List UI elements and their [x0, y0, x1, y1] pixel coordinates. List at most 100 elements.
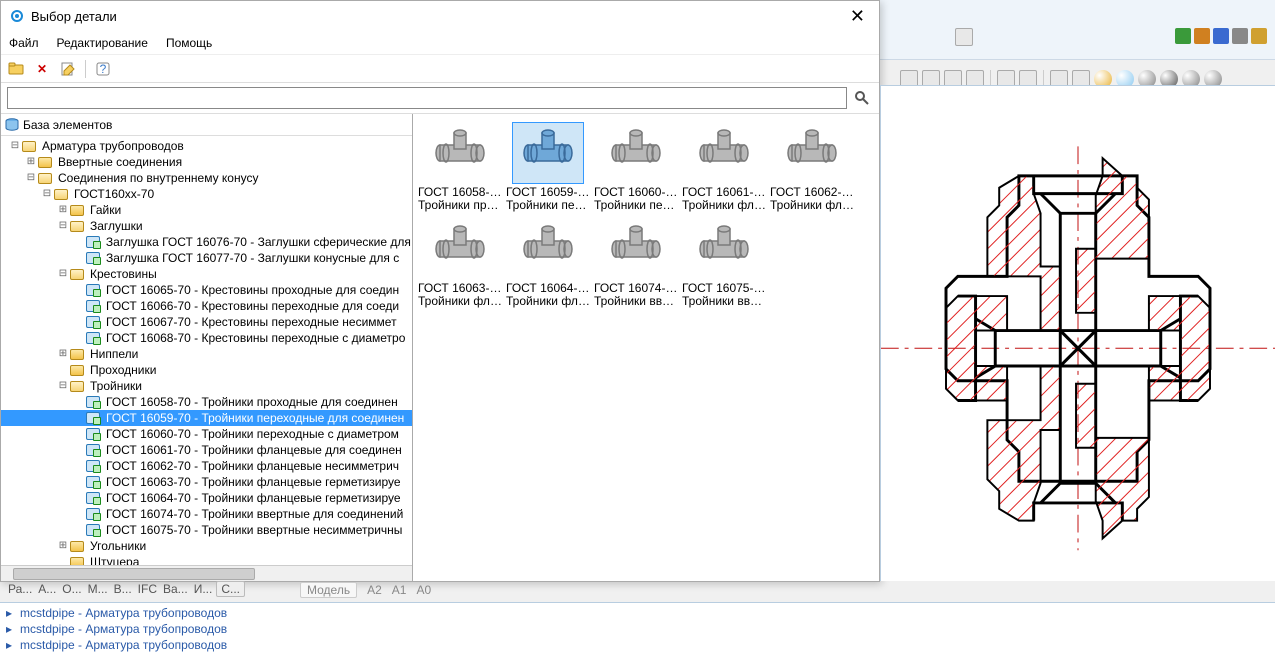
sheet-model[interactable]: Модель [300, 582, 357, 598]
tree-item-label: Штуцера [88, 554, 141, 565]
edit-icon[interactable] [59, 60, 77, 78]
tree-item-label: ГОСТ 16066-70 - Крестовины переходные дл… [104, 298, 401, 314]
menu-help[interactable]: Помощь [166, 36, 212, 50]
expander-icon[interactable]: ⊞ [25, 154, 37, 170]
search-input[interactable] [7, 87, 847, 109]
expander-icon[interactable]: ⊟ [57, 266, 69, 282]
expander-icon[interactable]: ⊟ [9, 138, 21, 154]
bottom-tab[interactable]: М... [86, 582, 110, 596]
bg-mini-icon[interactable] [1251, 28, 1267, 44]
bottom-tab[interactable]: В... [112, 582, 134, 596]
menu-edit[interactable]: Редактирование [57, 36, 148, 50]
expander-icon[interactable]: ⊞ [57, 346, 69, 362]
folder-icon [21, 139, 37, 153]
tree-item-label: ГОСТ 16074-70 - Тройники ввертные для со… [104, 506, 405, 522]
tree-part-item[interactable]: Заглушка ГОСТ 16076-70 - Заглушки сферич… [1, 234, 412, 250]
tree-part-item[interactable]: ГОСТ 16062-70 - Тройники фланцевые несим… [1, 458, 412, 474]
tree-part-item[interactable]: Заглушка ГОСТ 16077-70 - Заглушки конусн… [1, 250, 412, 266]
sheet-a1[interactable]: А1 [392, 583, 407, 597]
thumbnail-item[interactable]: ГОСТ 16062-70 -Тройники фла... [769, 122, 855, 212]
sheet-a0[interactable]: А0 [416, 583, 431, 597]
thumbnail-label: ГОСТ 16074-70 -Тройники вве... [594, 282, 678, 308]
help-icon[interactable]: ? [94, 60, 112, 78]
tree-part-item[interactable]: ГОСТ 16067-70 - Крестовины переходные не… [1, 314, 412, 330]
thumbnail-item[interactable]: ГОСТ 16074-70 -Тройники вве... [593, 218, 679, 308]
tree-part-item[interactable]: ГОСТ 16060-70 - Тройники переходные с ди… [1, 426, 412, 442]
search-button[interactable] [851, 87, 873, 109]
thumbnail-item[interactable]: ГОСТ 16064-70 -Тройники фла... [505, 218, 591, 308]
bottom-tab[interactable]: IFC [136, 582, 159, 596]
tree-item-label: Заглушки [88, 218, 145, 234]
bottom-tabs[interactable]: Ра...А...О...М...В...IFCВа...И...С... [0, 580, 251, 598]
tree-part-item[interactable]: ГОСТ 16075-70 - Тройники ввертные несимм… [1, 522, 412, 538]
tree-item-label: ГОСТ 16063-70 - Тройники фланцевые герме… [104, 474, 403, 490]
bg-tool-icon[interactable] [955, 28, 973, 46]
expander-icon[interactable]: ⊟ [25, 170, 37, 186]
bottom-tab[interactable]: Ва... [161, 582, 190, 596]
database-icon [5, 118, 19, 132]
part-icon [85, 427, 101, 441]
part-icon [85, 411, 101, 425]
tree-part-item[interactable]: ГОСТ 16074-70 - Тройники ввертные для со… [1, 506, 412, 522]
thumbnail-item[interactable]: ГОСТ 16063-70 -Тройники фла... [417, 218, 503, 308]
search-row [1, 83, 879, 113]
tree-part-item[interactable]: ГОСТ 16063-70 - Тройники фланцевые герме… [1, 474, 412, 490]
expander-icon[interactable]: ⊟ [41, 186, 53, 202]
tree-folder-item[interactable]: ⊟Соединения по внутреннему конусу [1, 170, 412, 186]
bottom-tab-active[interactable]: С... [216, 581, 245, 597]
tree-folder-item[interactable]: Проходники [1, 362, 412, 378]
thumbnail-item[interactable]: ГОСТ 16058-70 -Тройники про... [417, 122, 503, 212]
folder-icon[interactable] [7, 60, 25, 78]
expander-icon[interactable]: ⊞ [57, 538, 69, 554]
thumbnail-item[interactable]: ГОСТ 16075-70 -Тройники вве... [681, 218, 767, 308]
tree-folder-item[interactable]: ⊟Тройники [1, 378, 412, 394]
sheet-a2[interactable]: А2 [367, 583, 382, 597]
tree-folder-item[interactable]: ⊟ Заглушки [1, 218, 412, 234]
tree-item-label: ГОСТ 16059-70 - Тройники переходные для … [104, 410, 406, 426]
menu-file[interactable]: Файл [9, 36, 39, 50]
tree-part-item[interactable]: ГОСТ 16068-70 - Крестовины переходные с … [1, 330, 412, 346]
expander-icon[interactable]: ⊟ [57, 378, 69, 394]
thumbnail-item[interactable]: ГОСТ 16061-70 -Тройники фла... [681, 122, 767, 212]
bottom-tab[interactable]: И... [192, 582, 215, 596]
tree-folder-item[interactable]: ⊞Угольники [1, 538, 412, 554]
expander-icon[interactable]: ⊞ [57, 202, 69, 218]
tree-folder-item[interactable]: ⊞Гайки [1, 202, 412, 218]
folder-icon [53, 187, 69, 201]
thumbnail-item[interactable]: ГОСТ 16060-70 -Тройники пер... [593, 122, 679, 212]
thumbnail-image [688, 218, 760, 280]
tree-folder-item[interactable]: ⊞Ниппели [1, 346, 412, 362]
tree-folder-item[interactable]: ⊞Ввертные соединения [1, 154, 412, 170]
close-button[interactable]: ✕ [844, 6, 871, 27]
delete-icon[interactable]: ✕ [33, 60, 51, 78]
thumbnail-item[interactable]: ГОСТ 16059-70 -Тройники пер... [505, 122, 591, 212]
tree-folder-item[interactable]: Штуцера [1, 554, 412, 565]
command-console: ▸mcstdpipe - Арматура трубопроводов▸mcst… [0, 602, 1275, 656]
tree-h-scrollbar[interactable] [1, 565, 412, 581]
tree-part-item[interactable]: ГОСТ 16064-70 - Тройники фланцевые герме… [1, 490, 412, 506]
tree-folder-item[interactable]: ⊟Крестовины [1, 266, 412, 282]
bg-mini-icon[interactable] [1194, 28, 1210, 44]
expander-icon[interactable]: ⊟ [57, 218, 69, 234]
folder-icon [69, 379, 85, 393]
folder-icon [69, 347, 85, 361]
tree-part-item[interactable]: ГОСТ 16061-70 - Тройники фланцевые для с… [1, 442, 412, 458]
tree-part-item[interactable]: ГОСТ 16066-70 - Крестовины переходные дл… [1, 298, 412, 314]
tree-part-item[interactable]: ГОСТ 16059-70 - Тройники переходные для … [1, 410, 412, 426]
bg-mini-icon[interactable] [1232, 28, 1248, 44]
part-icon [85, 523, 101, 537]
tree-item-label: ГОСТ 16064-70 - Тройники фланцевые герме… [104, 490, 403, 506]
tree-item-label: ГОСТ 16067-70 - Крестовины переходные не… [104, 314, 399, 330]
tree-folder-item[interactable]: ⊟ГОСТ160xx-70 [1, 186, 412, 202]
bg-mini-icon[interactable] [1175, 28, 1191, 44]
sheet-tabs[interactable]: Модель А2 А1 А0 [300, 582, 431, 598]
tree[interactable]: ⊟Арматура трубопроводов⊞Ввертные соедине… [1, 136, 412, 565]
tree-part-item[interactable]: ГОСТ 16058-70 - Тройники проходные для с… [1, 394, 412, 410]
bottom-tab[interactable]: Ра... [6, 582, 34, 596]
bottom-tab[interactable]: А... [36, 582, 58, 596]
tree-part-item[interactable]: ГОСТ 16065-70 - Крестовины проходные для… [1, 282, 412, 298]
bottom-tab[interactable]: О... [60, 582, 83, 596]
part-icon [85, 459, 101, 473]
bg-mini-icon[interactable] [1213, 28, 1229, 44]
tree-folder-item[interactable]: ⊟Арматура трубопроводов [1, 138, 412, 154]
